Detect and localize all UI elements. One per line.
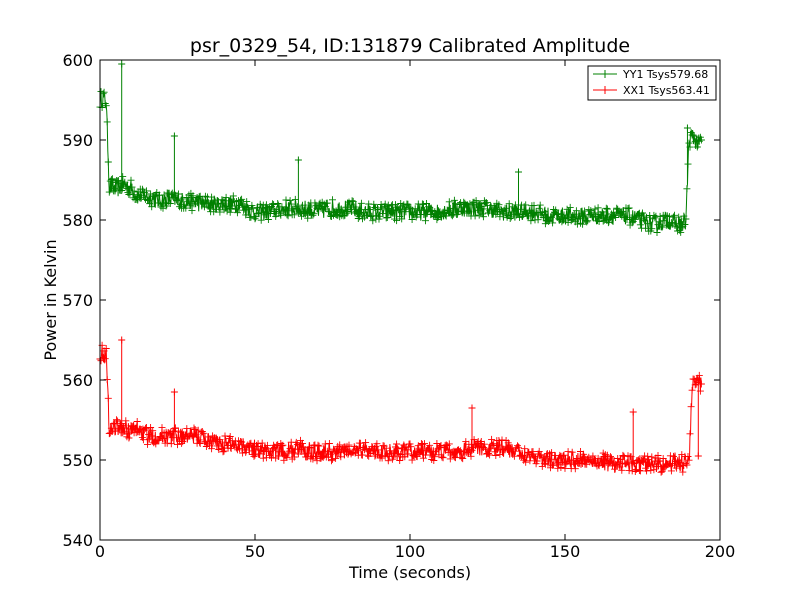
y-axis-title: Power in Kelvin <box>41 239 60 360</box>
spike-marker <box>683 124 691 132</box>
x-axis: 0 50 100 150 200 <box>95 60 735 561</box>
legend-marker-xx1 <box>601 86 609 94</box>
legend-label-xx1: XX1 Tsys563.41 <box>623 84 710 97</box>
spike-marker <box>468 404 476 412</box>
legend-label-yy1: YY1 Tsys579.68 <box>622 68 708 81</box>
legend-entry-xx1: XX1 Tsys563.41 <box>593 84 710 97</box>
chart-title: psr_0329_54, ID:131879 Calibrated Amplit… <box>190 35 630 57</box>
x-axis-title: Time (seconds) <box>348 563 471 582</box>
spike-marker <box>170 132 178 140</box>
legend-marker-yy1 <box>601 70 609 78</box>
x-tick-label: 200 <box>705 542 736 561</box>
y-tick-label: 590 <box>62 131 93 150</box>
legend-box <box>587 65 717 101</box>
y-tick-label: 580 <box>62 211 93 230</box>
y-tick-label: 600 <box>62 51 93 70</box>
x-tick-label: 0 <box>95 542 105 561</box>
y-tick-label: 550 <box>62 451 93 470</box>
y-tick-label: 540 <box>62 531 93 550</box>
y-tick-label: 560 <box>62 371 93 390</box>
spike-marker <box>118 336 126 344</box>
spike-marker <box>694 452 702 460</box>
spike-marker <box>629 408 637 416</box>
series-layer <box>96 60 705 476</box>
legend-entry-yy1: YY1 Tsys579.68 <box>593 68 708 81</box>
y-tick-label: 570 <box>62 291 93 310</box>
spike-marker <box>515 168 522 176</box>
y-axis: 540 550 560 570 580 590 600 <box>62 51 720 550</box>
spike-marker <box>170 388 178 396</box>
legend: YY1 Tsys579.68 XX1 Tsys563.41 <box>587 65 717 101</box>
x-tick-label: 150 <box>550 542 581 561</box>
series-0 <box>96 60 705 236</box>
x-tick-label: 100 <box>395 542 426 561</box>
spike-marker <box>294 156 302 164</box>
spike-marker <box>118 60 126 68</box>
x-tick-label: 50 <box>245 542 265 561</box>
